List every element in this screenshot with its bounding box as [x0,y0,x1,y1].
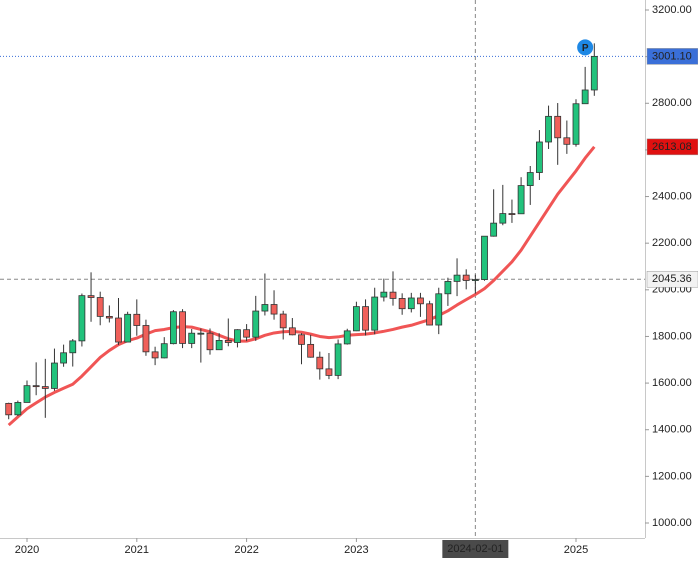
price-label-box [646,48,698,65]
y-tick-label: 1000.00 [652,517,692,529]
candle-body [197,332,205,335]
crosshair-x-label-box [442,540,509,558]
candle-body [96,297,104,317]
candle-body [105,316,113,319]
crosshair-y-label: 2045.36 [652,273,692,285]
candle-body [398,298,406,310]
y-tick-label: 2800.00 [652,97,692,109]
candle-body [298,334,305,345]
candle-body [581,89,589,105]
candle-body [536,141,543,173]
x-tick-label: 2023 [344,544,368,556]
candle-body [69,340,77,354]
candle-body [261,304,269,312]
x-tick-label: 2025 [564,544,588,556]
candle-body [334,343,342,376]
candle-body [499,213,507,224]
crosshair-y-label-box [646,270,698,288]
marker-label: P [582,43,589,54]
candle-body [151,351,159,359]
candle-body [407,297,415,310]
candle-body [87,295,95,298]
y-tick-label: 1800.00 [652,330,692,342]
candle-body [115,317,122,343]
candle-body [435,293,443,326]
candle-body [426,303,434,326]
candle-body [508,213,516,215]
candle-body [78,295,86,342]
candle-body [188,332,196,344]
candle-body [23,385,31,403]
candle-body [563,137,571,145]
candle-body [160,343,168,359]
candle-body [41,386,49,389]
x-tick-label: 2020 [15,544,39,556]
ma-label: 2613.08 [652,141,692,153]
y-tick-label: 3200.00 [652,4,692,16]
candle-body [371,296,379,331]
candle-body [14,402,22,416]
y-tick-label: 2200.00 [652,237,692,249]
candle-body [169,311,177,345]
candle-body [124,313,132,343]
candle-body [343,330,351,345]
candle-body [517,185,525,215]
candle-body [142,325,150,353]
candle-body [490,222,498,237]
candle-body [206,332,214,351]
moving-average [7,145,596,427]
candle-body [288,327,296,336]
candle-body [307,343,315,358]
candle-body [179,311,186,344]
candle-body [60,352,67,364]
candle-body [316,356,324,370]
candle-body [481,235,488,280]
candle-body [526,172,534,186]
candle-body [590,55,598,91]
candle-body [133,313,141,326]
candle-body [572,103,580,145]
marker [577,39,594,56]
candle-body [462,274,470,281]
candle-body [234,329,241,343]
candle-body [270,304,278,315]
candle-body [224,340,232,343]
candle-body [545,115,552,143]
crosshair-x-label: 2024-02-01 [447,543,503,555]
y-tick-label: 1600.00 [652,377,692,389]
y-tick-label: 1200.00 [652,470,692,482]
candle-body [215,340,223,351]
candle-body [417,297,424,305]
candle-body [243,329,251,338]
candle-body [444,281,452,295]
candle-body [51,362,58,389]
candle-body [5,402,13,416]
candle-body [252,310,260,338]
x-tick-label: 2022 [234,544,258,556]
y-tick-label: 2400.00 [652,190,692,202]
candle-body [325,368,333,376]
candle-body [362,306,369,331]
y-tick-label: 1400.00 [652,424,692,436]
candle-body [352,306,360,332]
candle-body [32,385,40,388]
candle-body [453,274,461,282]
candle-body [380,291,388,298]
price-label: 3001.10 [652,50,692,62]
candle-body [471,279,479,281]
ma-label-box [646,138,698,156]
candle-body [389,291,397,299]
x-tick-label: 2021 [125,544,149,556]
candle-body [554,115,562,139]
candle-body [279,313,287,329]
